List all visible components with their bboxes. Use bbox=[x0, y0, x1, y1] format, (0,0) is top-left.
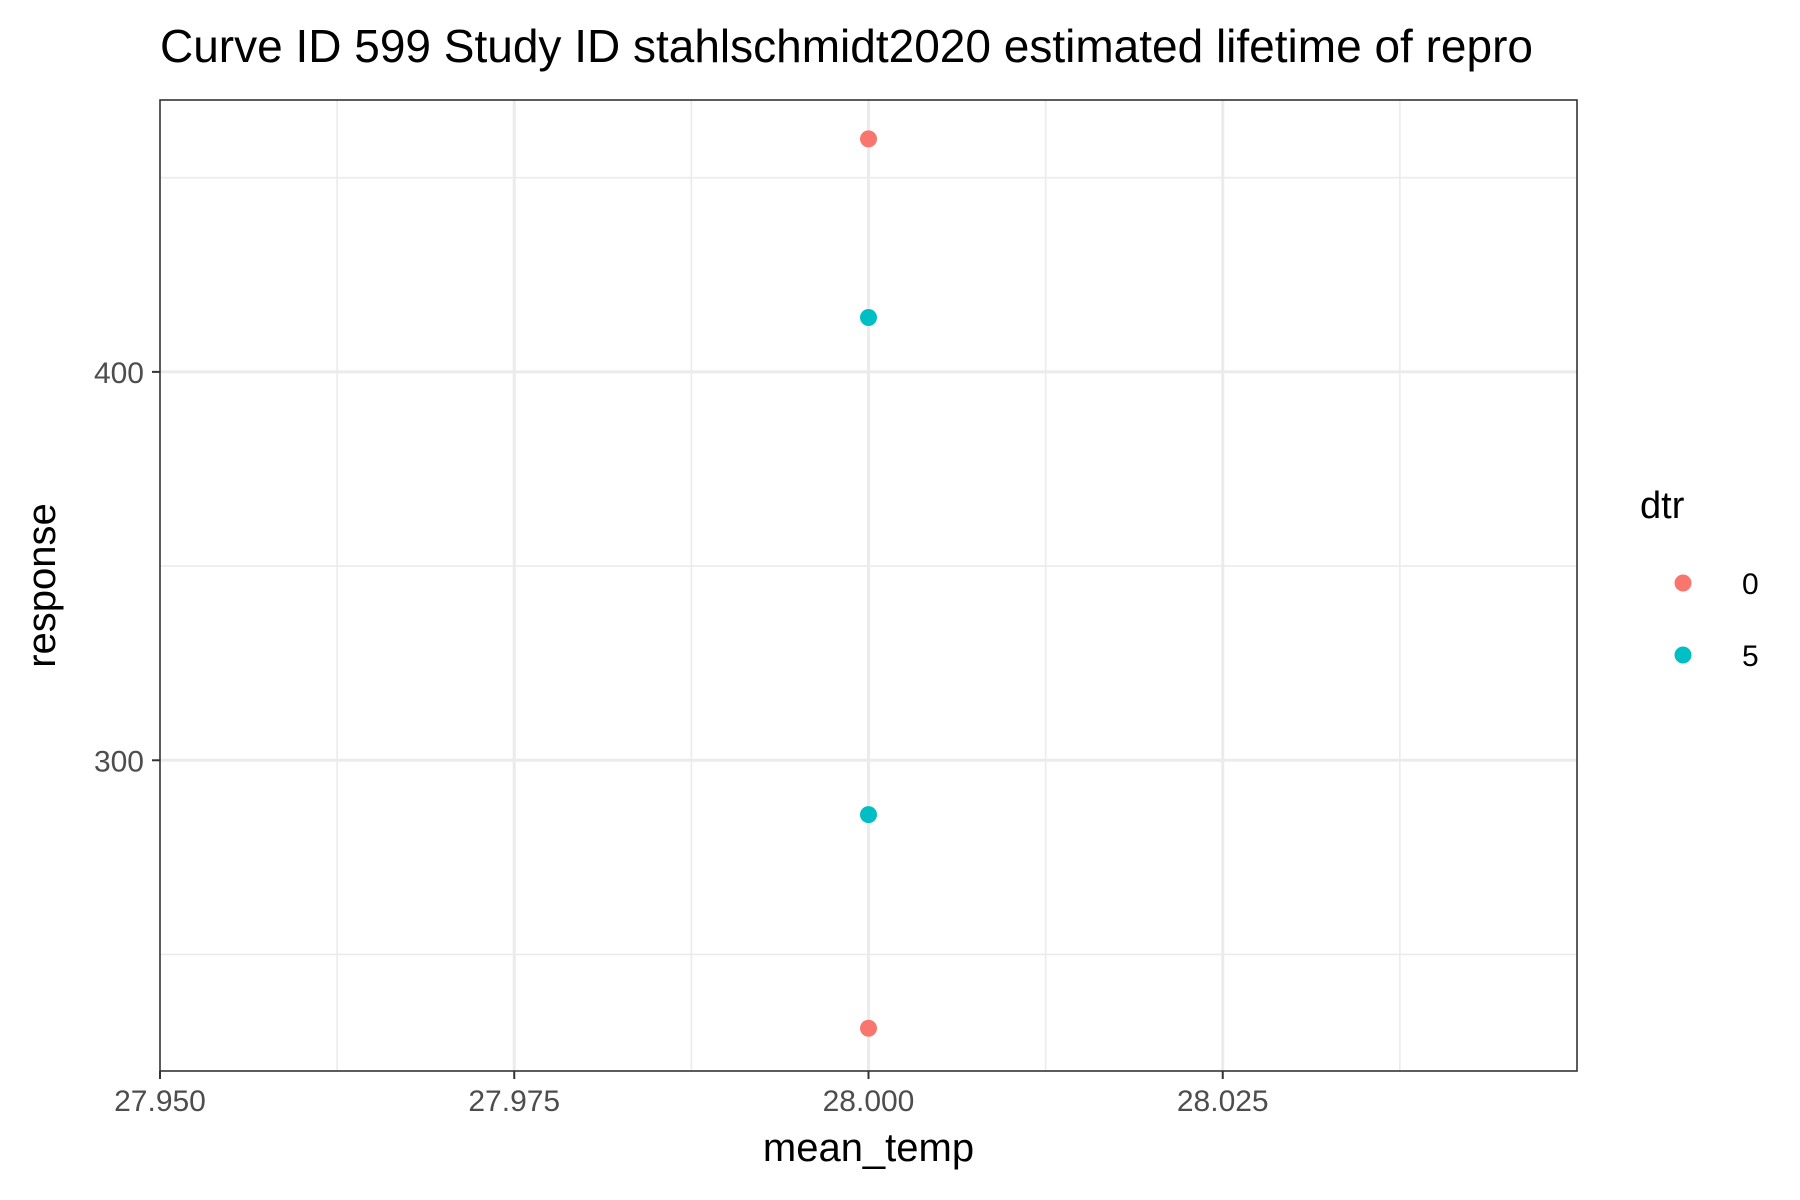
chart-title: Curve ID 599 Study ID stahlschmidt2020 e… bbox=[160, 20, 1533, 72]
y-tick-label: 300 bbox=[94, 745, 144, 778]
legend: dtr 05 bbox=[1640, 485, 1759, 673]
y-axis-title: response bbox=[20, 503, 64, 668]
legend-key-dtr-5 bbox=[1674, 646, 1692, 664]
legend-title: dtr bbox=[1640, 485, 1685, 527]
x-tick-label: 28.000 bbox=[823, 1085, 915, 1118]
x-tick-label: 27.975 bbox=[468, 1085, 560, 1118]
data-point-dtr-0 bbox=[860, 130, 877, 148]
x-tick-label: 27.950 bbox=[114, 1085, 206, 1118]
data-point-dtr-5 bbox=[860, 309, 877, 327]
legend-key-dtr-0 bbox=[1674, 574, 1692, 592]
data-point-dtr-0 bbox=[860, 1019, 877, 1037]
x-axis-ticks: 27.950 27.975 28.000 28.025 bbox=[114, 1071, 1269, 1118]
legend-label-dtr-0: 0 bbox=[1742, 568, 1759, 601]
x-tick-label: 28.025 bbox=[1177, 1085, 1269, 1118]
gridlines bbox=[160, 100, 1577, 1071]
data-point-dtr-5 bbox=[860, 806, 877, 824]
y-tick-label: 400 bbox=[94, 357, 144, 390]
x-axis-title: mean_temp bbox=[763, 1126, 974, 1170]
legend-label-dtr-5: 5 bbox=[1742, 640, 1759, 673]
y-axis-ticks: 300 400 bbox=[94, 357, 160, 778]
data-points bbox=[860, 130, 877, 1037]
legend-entries: 05 bbox=[1674, 568, 1759, 673]
